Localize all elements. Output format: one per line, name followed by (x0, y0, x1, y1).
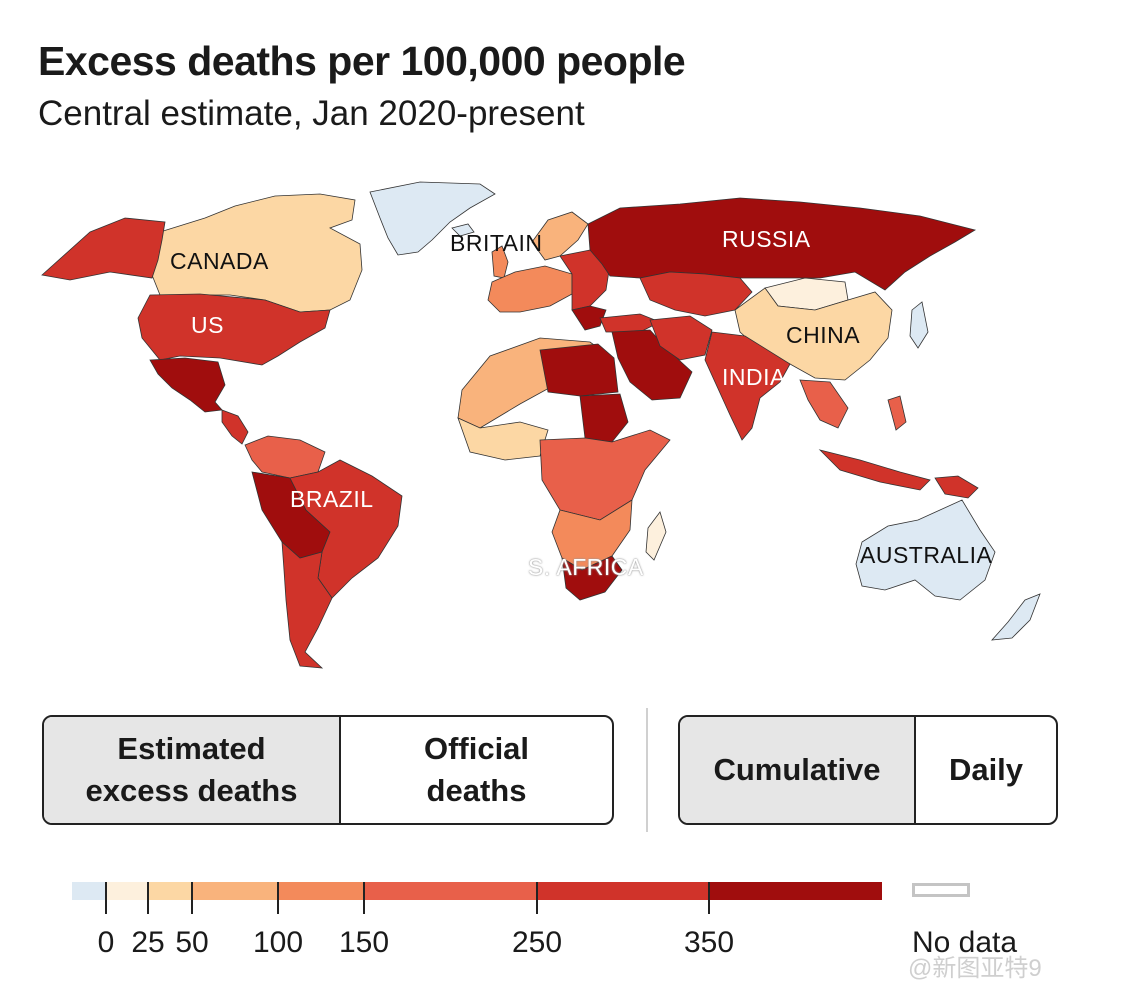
region-papua[interactable] (934, 475, 979, 499)
toggle-estimated-text: Estimated excess deaths (86, 728, 298, 812)
region-scandinavia[interactable] (531, 211, 589, 261)
region-australia[interactable] (855, 499, 996, 601)
toggle-cumulative[interactable]: Cumulative (680, 717, 914, 823)
region-central-africa[interactable] (539, 429, 671, 521)
region-iran[interactable] (649, 315, 713, 361)
legend-band-0-25 (106, 882, 148, 900)
region-india[interactable] (704, 331, 791, 441)
region-madagascar[interactable] (645, 511, 667, 561)
label-russia: RUSSIA (722, 226, 811, 252)
legend-band-150-250 (364, 882, 537, 900)
measure-toggle: Estimated excess deaths Official deaths (42, 715, 614, 825)
label-britain: BRITAIN (450, 230, 543, 256)
region-us[interactable] (137, 293, 331, 366)
region-brazil[interactable] (289, 459, 403, 599)
region-alaska[interactable] (41, 217, 166, 281)
label-brazil: BRAZIL (290, 486, 374, 512)
toggle-estimated-excess-deaths[interactable]: Estimated excess deaths (44, 717, 339, 823)
toggle-official-deaths[interactable]: Official deaths (339, 717, 612, 823)
label-south-africa: S. AFRICA (528, 554, 644, 580)
chart-subtitle: Central estimate, Jan 2020-present (38, 94, 585, 133)
region-southern-cone[interactable] (281, 541, 333, 669)
legend-tick-100 (277, 882, 279, 914)
region-south-africa[interactable] (561, 555, 623, 601)
color-legend: 0 25 50 100 150 250 350 (72, 882, 882, 959)
region-central-america[interactable] (221, 409, 249, 445)
label-australia: AUSTRALIA (860, 542, 993, 568)
world-map-svg (41, 181, 1041, 669)
toggle-estimated-line2: excess deaths (85, 773, 298, 808)
world-map: CANADA US BRITAIN RUSSIA CHINA INDIA BRA… (0, 160, 1125, 690)
region-north-south-america[interactable] (244, 435, 326, 479)
legend-label-100: 100 (252, 926, 304, 959)
label-india: INDIA (722, 364, 786, 390)
legend-band-350-plus (709, 882, 882, 900)
legend-band-25-50 (148, 882, 192, 900)
legend-tick-350 (708, 882, 710, 914)
legend-band-50-100 (192, 882, 278, 900)
legend-tick-150 (363, 882, 365, 914)
legend-label-350: 350 (683, 926, 735, 959)
region-southeast-asia[interactable] (799, 379, 849, 429)
legend-label-50: 50 (175, 926, 209, 959)
chart-title: Excess deaths per 100,000 people (38, 38, 686, 84)
region-iceland[interactable] (451, 223, 475, 237)
legend-label-250: 250 (511, 926, 563, 959)
region-libya-egypt[interactable] (539, 343, 619, 397)
legend-tick-250 (536, 882, 538, 914)
region-turkey[interactable] (599, 313, 661, 333)
region-russia[interactable] (587, 197, 977, 291)
label-canada: CANADA (170, 248, 269, 274)
toggle-official-line2: deaths (426, 773, 527, 808)
label-china: CHINA (786, 322, 861, 348)
toggle-daily[interactable]: Daily (914, 717, 1056, 823)
toggle-official-text: Official deaths (424, 728, 529, 812)
region-indonesia[interactable] (818, 449, 931, 491)
legend-label-25: 25 (131, 926, 165, 959)
region-japan[interactable] (909, 301, 929, 349)
legend-band-negative (72, 882, 106, 900)
legend-no-data-swatch (912, 883, 970, 897)
toggle-divider (646, 708, 648, 832)
region-greenland[interactable] (369, 181, 496, 256)
region-mexico[interactable] (149, 357, 226, 413)
legend-band-100-150 (278, 882, 364, 900)
legend-label-150: 150 (338, 926, 390, 959)
region-west-africa[interactable] (457, 417, 549, 461)
toggle-official-line1: Official (423, 731, 530, 766)
legend-tick-25 (147, 882, 149, 914)
legend-band-250-350 (537, 882, 709, 900)
region-sudan[interactable] (579, 393, 629, 443)
watermark: @新图亚特9 (908, 955, 1042, 982)
label-us: US (191, 312, 224, 338)
legend-no-data-label: No data (912, 926, 1018, 959)
region-new-zealand[interactable] (991, 593, 1041, 641)
legend-label-0: 0 (97, 926, 115, 959)
region-philippines[interactable] (887, 395, 907, 431)
period-toggle: Cumulative Daily (678, 715, 1058, 825)
toggle-estimated-line1: Estimated (117, 731, 266, 766)
region-western-europe[interactable] (487, 265, 573, 313)
region-britain[interactable] (491, 245, 509, 279)
region-central-asia[interactable] (639, 271, 753, 317)
legend-tick-50 (191, 882, 193, 914)
legend-tick-0 (105, 882, 107, 914)
